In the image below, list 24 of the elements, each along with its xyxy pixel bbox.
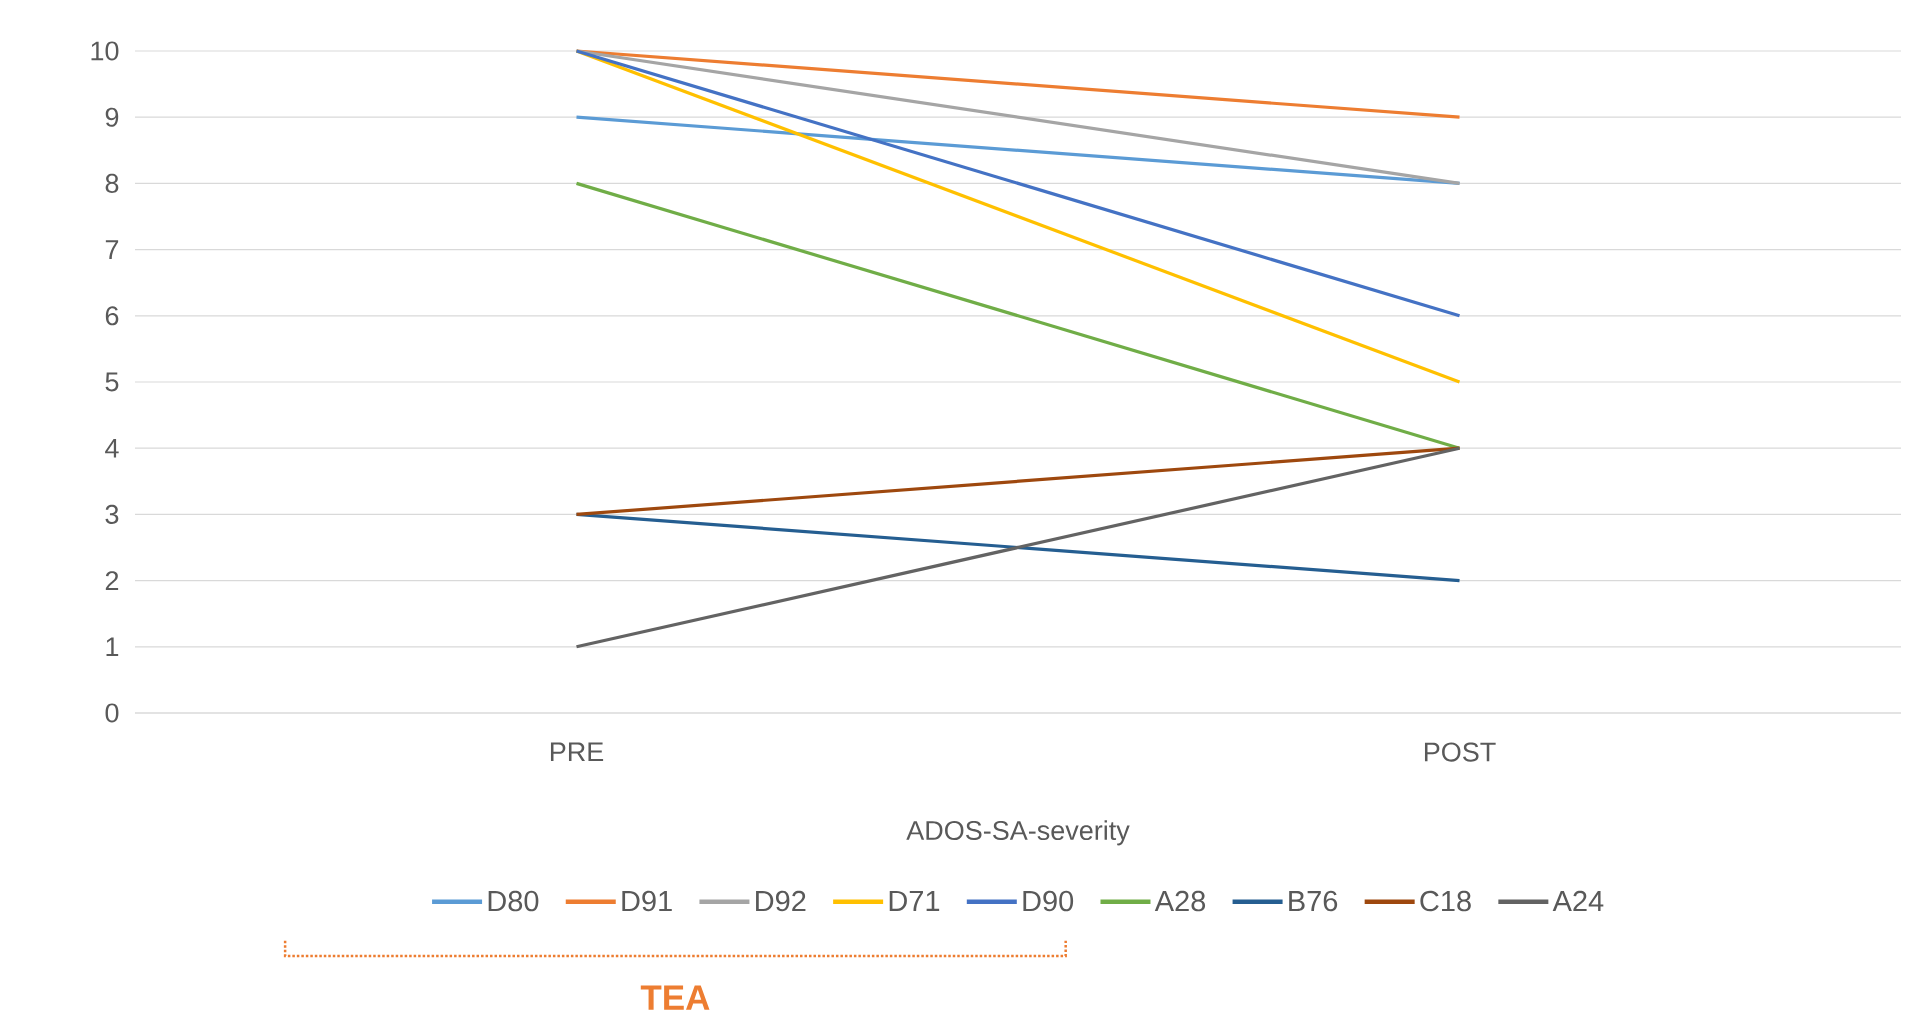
legend-label: C18	[1420, 890, 1471, 912]
legend-label: A28	[1154, 890, 1206, 912]
y-tick-label: 7	[105, 240, 119, 259]
text: TEA	[640, 985, 710, 1010]
legend-label: D90	[1023, 890, 1074, 912]
legend-label: D92	[756, 890, 806, 912]
legend-label: D71	[889, 890, 940, 911]
y-tick-label: 6	[105, 306, 119, 326]
x-tick-label: PRE	[550, 742, 604, 762]
y-tick-label: 5	[105, 372, 119, 392]
legend-label: D91	[622, 890, 672, 912]
legend-label: D80	[488, 890, 539, 912]
legend-label: A24	[1552, 890, 1604, 912]
y-tick-label: 8	[105, 173, 119, 193]
y-tick-label: 1	[106, 637, 119, 657]
y-tick-label: 2	[105, 571, 119, 591]
y-tick-label: 10	[91, 41, 119, 61]
x-tick-label: POST	[1424, 742, 1496, 762]
x-axis-title: ADOS-SA-severity	[906, 820, 1130, 846]
y-tick-label: 9	[105, 107, 119, 127]
y-tick-label: 4	[105, 438, 119, 458]
y-tick-label: 3	[105, 504, 119, 524]
legend-label: B76	[1289, 890, 1338, 912]
y-tick-label: 0	[105, 703, 119, 723]
